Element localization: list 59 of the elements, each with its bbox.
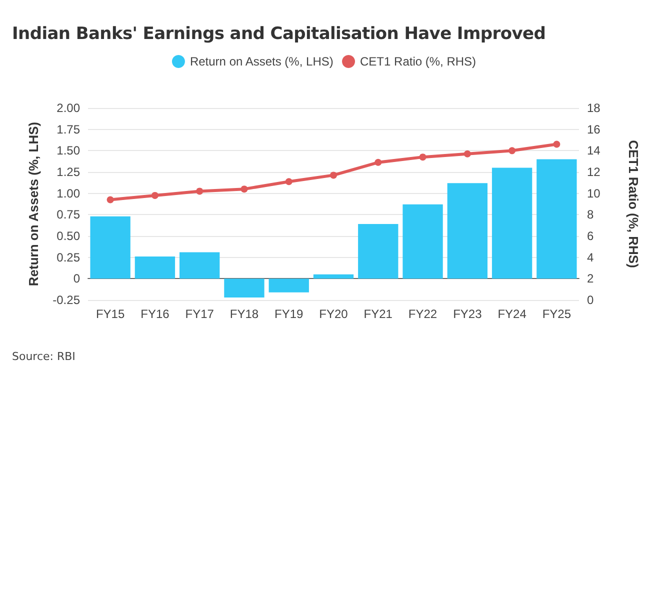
y-tick-label: -0.25 bbox=[52, 293, 80, 307]
y2-tick-label: 8 bbox=[587, 208, 594, 222]
y-tick-label: 1.00 bbox=[56, 186, 80, 200]
y-tick-label: 0 bbox=[73, 272, 80, 286]
bar bbox=[447, 183, 488, 279]
source-note: Source: RBI bbox=[12, 350, 76, 363]
point bbox=[374, 158, 382, 166]
x-tick-label: FY18 bbox=[230, 307, 259, 321]
bar bbox=[90, 216, 130, 279]
bar bbox=[268, 278, 309, 292]
point bbox=[196, 188, 204, 195]
bar bbox=[536, 159, 577, 279]
x-tick-label: FY15 bbox=[96, 307, 125, 321]
y2-tick-label: 6 bbox=[587, 229, 594, 243]
legend-label: CET1 Ratio (%, RHS) bbox=[360, 54, 476, 68]
point bbox=[240, 186, 248, 193]
y2-tick-label: 14 bbox=[587, 144, 601, 158]
y-axis-title: Return on Assets (%, LHS) bbox=[26, 122, 41, 286]
point bbox=[330, 172, 337, 179]
y-tick-label: 2.00 bbox=[56, 101, 80, 115]
y-tick-label: 0.75 bbox=[56, 208, 80, 222]
x-tick-label: FY20 bbox=[319, 307, 348, 321]
y-tick-label: 1.50 bbox=[56, 144, 80, 158]
point bbox=[106, 196, 114, 204]
bar bbox=[134, 256, 176, 279]
y-tick-label: 0.25 bbox=[56, 250, 80, 264]
y-tick-label: 0.50 bbox=[56, 229, 80, 243]
bar bbox=[358, 224, 398, 279]
chart-title: Indian Banks' Earnings and Capitalisation Have Improved bbox=[12, 24, 546, 44]
point bbox=[419, 154, 426, 161]
bar bbox=[492, 168, 532, 279]
bar bbox=[180, 252, 220, 279]
x-tick-label: FY21 bbox=[364, 307, 393, 321]
bar bbox=[313, 274, 354, 279]
x-tick-label: FY17 bbox=[185, 307, 214, 321]
x-tick-label: FY23 bbox=[453, 307, 482, 321]
point bbox=[464, 150, 471, 158]
point bbox=[285, 178, 292, 186]
y2-tick-label: 16 bbox=[587, 122, 601, 136]
y2-tick-label: 12 bbox=[587, 165, 601, 179]
legend-label: Return on Assets (%, LHS) bbox=[190, 54, 334, 68]
y2-tick-label: 4 bbox=[587, 250, 594, 264]
point bbox=[508, 147, 516, 154]
y2-axis-title: CET1 Ratio (%, RHS) bbox=[626, 140, 641, 268]
bar bbox=[402, 204, 443, 279]
y-tick-label: 1.75 bbox=[56, 122, 80, 136]
y-tick-label: 1.25 bbox=[56, 165, 80, 179]
x-tick-label: FY22 bbox=[408, 307, 438, 321]
y2-tick-label: 18 bbox=[587, 101, 601, 115]
x-tick-label: FY25 bbox=[542, 307, 572, 321]
x-tick-label: FY19 bbox=[274, 307, 304, 321]
y2-tick-label: 0 bbox=[587, 293, 594, 307]
x-tick-label: FY16 bbox=[140, 307, 170, 321]
bar bbox=[224, 278, 264, 298]
y2-tick-label: 2 bbox=[587, 272, 594, 286]
point bbox=[553, 140, 560, 148]
y2-tick-label: 10 bbox=[587, 186, 601, 200]
point bbox=[151, 192, 158, 199]
x-tick-label: FY24 bbox=[498, 307, 527, 321]
